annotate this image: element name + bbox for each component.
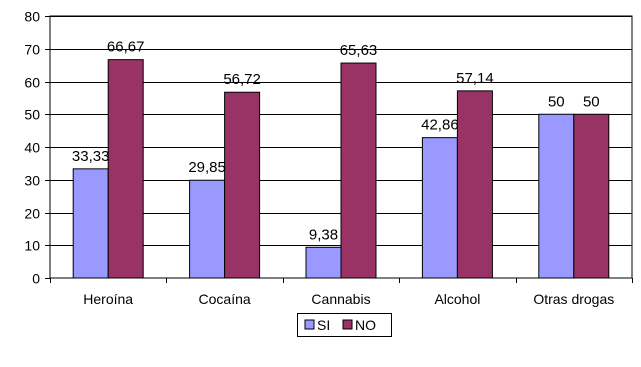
y-tick-label: 0 xyxy=(32,271,40,287)
bar-no-2 xyxy=(340,62,377,279)
data-label-no-1: 56,72 xyxy=(223,71,261,88)
legend-swatch-si xyxy=(304,319,315,330)
data-label-si-3: 42,86 xyxy=(421,117,459,134)
y-tick-label: 80 xyxy=(24,9,40,25)
y-tick-label: 20 xyxy=(24,206,40,222)
category-label: Alcohol xyxy=(434,291,480,307)
bar-no-3 xyxy=(456,90,493,279)
data-label-si-2: 9,38 xyxy=(309,226,338,243)
y-tick-label: 70 xyxy=(24,42,40,58)
bar-no-4 xyxy=(573,113,610,279)
data-label-si-0: 33,33 xyxy=(72,148,110,165)
y-tick-label: 30 xyxy=(24,173,40,189)
bars xyxy=(72,59,610,279)
category-label: Cannabis xyxy=(311,291,370,307)
data-label-si-1: 29,85 xyxy=(188,159,226,176)
y-tick-label: 60 xyxy=(24,75,40,91)
category-label: Cocaína xyxy=(199,291,251,307)
category-label: Heroína xyxy=(83,291,133,307)
category-label: Otras drogas xyxy=(533,291,614,307)
y-tick-label: 40 xyxy=(24,140,40,156)
bar-si-4 xyxy=(538,113,575,279)
data-labels: 33,33 66,67 29,85 56,72 9,38 65,63 42,86 57,14 5… xyxy=(72,39,600,244)
y-tick-label: 50 xyxy=(24,107,40,123)
bar-si-0 xyxy=(72,168,109,279)
data-label-no-2: 65,63 xyxy=(340,42,378,59)
bar-no-0 xyxy=(107,59,144,279)
bar-no-1 xyxy=(224,91,261,279)
legend-label-no: NO xyxy=(355,317,376,333)
legend-label-si: SI xyxy=(317,317,330,333)
data-label-si-4: 50 xyxy=(548,93,565,110)
bar-si-2 xyxy=(305,246,342,279)
bar-si-3 xyxy=(421,137,458,279)
axes xyxy=(45,15,633,283)
data-label-no-0: 66,67 xyxy=(107,39,145,56)
data-label-no-3: 57,14 xyxy=(456,70,494,87)
data-label-no-4: 50 xyxy=(583,93,600,110)
bar-si-1 xyxy=(189,179,226,279)
legend-swatch-no xyxy=(342,319,353,330)
category-labels: Heroína Cocaína Cannabis Alcohol Otras droga… xyxy=(83,291,614,307)
legend: SI NO xyxy=(297,313,392,337)
y-tick-label: 10 xyxy=(24,238,40,254)
y-tick-labels: 0 10 20 30 40 50 60 70 80 xyxy=(24,9,40,287)
